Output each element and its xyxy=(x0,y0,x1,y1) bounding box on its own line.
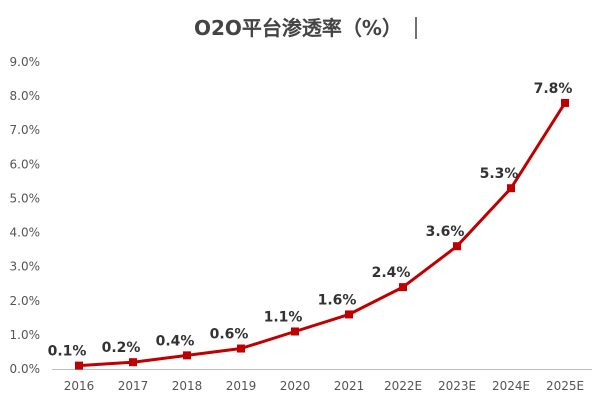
x-tick-label: 2016 xyxy=(64,379,95,393)
series-markers xyxy=(75,98,569,370)
x-tick-label: 2022E xyxy=(384,379,422,393)
x-tick-label: 2019 xyxy=(226,379,257,393)
data-label: 0.1% xyxy=(48,344,87,360)
x-tick-label: 2024E xyxy=(492,379,530,393)
data-label: 1.6% xyxy=(318,292,357,308)
y-tick-label: 8.0% xyxy=(10,89,41,103)
data-label: 5.3% xyxy=(480,166,519,182)
x-tick-label: 2021 xyxy=(334,379,365,393)
data-label: 0.4% xyxy=(156,333,195,349)
data-point-marker xyxy=(129,358,137,367)
data-point-marker xyxy=(561,98,569,107)
chart-title: O2O平台渗透率（%） xyxy=(194,16,402,40)
x-tick-label: 2023E xyxy=(438,379,476,393)
data-point-marker xyxy=(345,310,353,319)
y-axis-ticks: 0.0% 1.0% 2.0% 3.0% 4.0% 5.0% 6.0% 7.0% 8.0% 9.0% xyxy=(10,55,41,376)
data-point-marker xyxy=(75,361,83,370)
data-label: 7.8% xyxy=(534,81,573,97)
data-label: 0.2% xyxy=(102,340,141,356)
x-tick-label: 2018 xyxy=(172,379,203,393)
data-point-marker xyxy=(291,327,299,336)
series-penetration xyxy=(78,102,567,368)
x-tick-label: 2020 xyxy=(280,379,311,393)
series-line xyxy=(78,102,567,368)
data-label: 0.6% xyxy=(210,327,249,343)
data-point-marker xyxy=(183,351,191,360)
y-tick-label: 9.0% xyxy=(10,55,41,69)
data-point-marker xyxy=(237,344,245,353)
y-tick-label: 3.0% xyxy=(10,260,41,274)
x-tick-label: 2025E xyxy=(546,379,584,393)
data-label: 2.4% xyxy=(372,265,411,281)
x-tick-label: 2017 xyxy=(118,379,149,393)
y-tick-label: 7.0% xyxy=(10,123,41,137)
data-point-marker xyxy=(399,283,407,292)
data-point-marker xyxy=(507,184,515,193)
data-label: 1.1% xyxy=(264,309,303,325)
data-point-marker xyxy=(453,242,461,251)
y-tick-label: 0.0% xyxy=(10,362,41,376)
data-labels: 0.1% 0.2% 0.4% 0.6% 1.1% 1.6% 2.4% 3.6% 5.3% 7.8% xyxy=(48,81,573,360)
data-label: 3.6% xyxy=(426,224,465,240)
y-tick-label: 1.0% xyxy=(10,328,41,342)
y-tick-label: 2.0% xyxy=(10,294,41,308)
y-tick-label: 6.0% xyxy=(10,157,41,171)
y-tick-label: 4.0% xyxy=(10,226,41,240)
x-axis-ticks: 2016 2017 2018 2019 2020 2021 2022E 2023E 2024E 2… xyxy=(64,379,584,393)
y-tick-label: 5.0% xyxy=(10,191,41,205)
